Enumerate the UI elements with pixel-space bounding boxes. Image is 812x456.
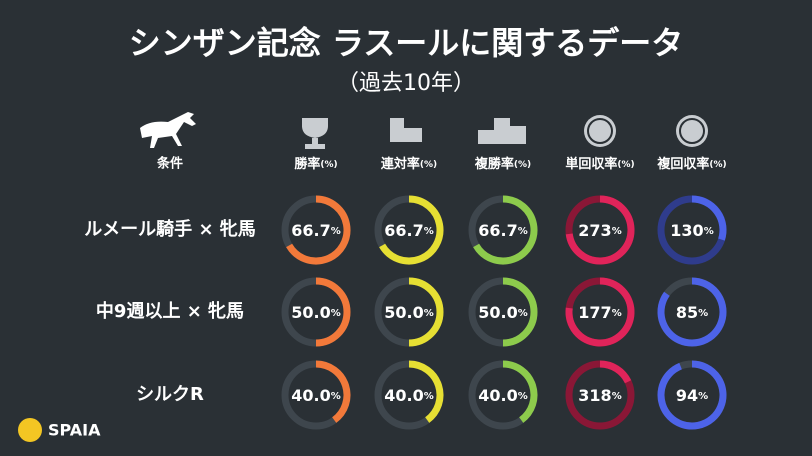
value-number: 130 <box>670 221 703 240</box>
brand: SPAIA <box>48 421 101 440</box>
column-header: 連対率(%) <box>381 156 437 172</box>
ring-arc <box>502 277 538 347</box>
condition-header: 条件 <box>157 156 183 172</box>
value-number: 66.7 <box>478 221 517 240</box>
value-number: 177 <box>578 303 611 322</box>
ring-arc <box>473 195 538 265</box>
value-number: 50.0 <box>384 303 423 322</box>
ring-arc <box>657 277 727 347</box>
value-number: 318 <box>578 386 611 405</box>
row-label: 中9週以上 × 牝馬 <box>96 300 244 322</box>
column-header: 複回収率(%) <box>656 156 726 172</box>
value-number: 273 <box>578 221 611 240</box>
ring-arc <box>502 360 538 423</box>
value-unit: % <box>612 308 622 319</box>
value-number: 40.0 <box>384 386 423 405</box>
value-label: 40.0% <box>478 386 528 405</box>
ring-arc <box>286 195 351 265</box>
podium-icon <box>478 118 526 144</box>
value-label: 94% <box>676 386 708 405</box>
value-label: 273% <box>578 221 621 240</box>
value-unit: % <box>424 391 434 402</box>
column-name: 複勝率 <box>474 156 514 172</box>
ring-arc <box>315 277 351 347</box>
coin-icon <box>676 115 708 147</box>
brand-logo <box>18 418 42 442</box>
value-label: 66.7% <box>384 221 434 240</box>
value-unit: % <box>612 226 622 237</box>
value-unit: % <box>612 391 622 402</box>
value-number: 85 <box>676 303 698 322</box>
value-label: 66.7% <box>291 221 341 240</box>
ring-arc <box>379 195 444 265</box>
subtitle: （過去10年） <box>337 71 475 96</box>
ring-arc <box>565 277 635 347</box>
podium-icon <box>390 118 422 142</box>
value-label: 177% <box>578 303 621 322</box>
column-name: 連対率 <box>381 156 420 172</box>
value-number: 40.0 <box>291 386 330 405</box>
value-unit: % <box>704 226 714 237</box>
value-number: 66.7 <box>384 221 423 240</box>
column-unit: (%) <box>320 160 337 170</box>
ring-arc <box>315 360 351 423</box>
value-label: 66.7% <box>478 221 528 240</box>
value-number: 66.7 <box>291 221 330 240</box>
value-label: 50.0% <box>291 303 341 322</box>
value-unit: % <box>424 226 434 237</box>
column-name: 複回収率 <box>656 156 709 172</box>
row-label: ルメール騎手 × 牝馬 <box>84 218 256 240</box>
value-unit: % <box>424 308 434 319</box>
row-label: シルクR <box>136 384 204 405</box>
column-name: 単回収率 <box>565 156 617 172</box>
value-label: 40.0% <box>291 386 341 405</box>
value-unit: % <box>518 226 528 237</box>
title: シンザン記念 ラスールに関するデータ <box>129 24 684 62</box>
column-name: 勝率 <box>294 156 320 172</box>
value-label: 40.0% <box>384 386 434 405</box>
value-number: 40.0 <box>478 386 517 405</box>
ring-arc <box>565 195 635 265</box>
ring-arc <box>599 360 632 384</box>
value-label: 130% <box>670 221 713 240</box>
value-unit: % <box>518 308 528 319</box>
coin-icon <box>584 115 616 147</box>
value-unit: % <box>698 391 708 402</box>
trophy-icon <box>302 118 328 149</box>
value-label: 50.0% <box>384 303 434 322</box>
ring-arc <box>657 360 727 430</box>
ring-arc <box>408 360 444 423</box>
value-unit: % <box>698 308 708 319</box>
value-unit: % <box>331 226 341 237</box>
value-number: 94 <box>676 386 698 405</box>
column-unit: (%) <box>617 160 634 170</box>
column-unit: (%) <box>420 160 437 170</box>
ring-arc <box>691 195 727 241</box>
value-unit: % <box>331 391 341 402</box>
column-unit: (%) <box>709 160 726 170</box>
value-unit: % <box>518 391 528 402</box>
column-header: 複勝率(%) <box>474 156 531 172</box>
value-label: 85% <box>676 303 708 322</box>
value-number: 50.0 <box>291 303 330 322</box>
column-header: 勝率(%) <box>294 156 337 172</box>
value-number: 50.0 <box>478 303 517 322</box>
horse-icon <box>140 112 196 148</box>
value-unit: % <box>331 308 341 319</box>
ring-arc <box>408 277 444 347</box>
value-label: 50.0% <box>478 303 528 322</box>
column-header: 単回収率(%) <box>565 156 634 172</box>
column-unit: (%) <box>514 160 531 170</box>
value-label: 318% <box>578 386 621 405</box>
